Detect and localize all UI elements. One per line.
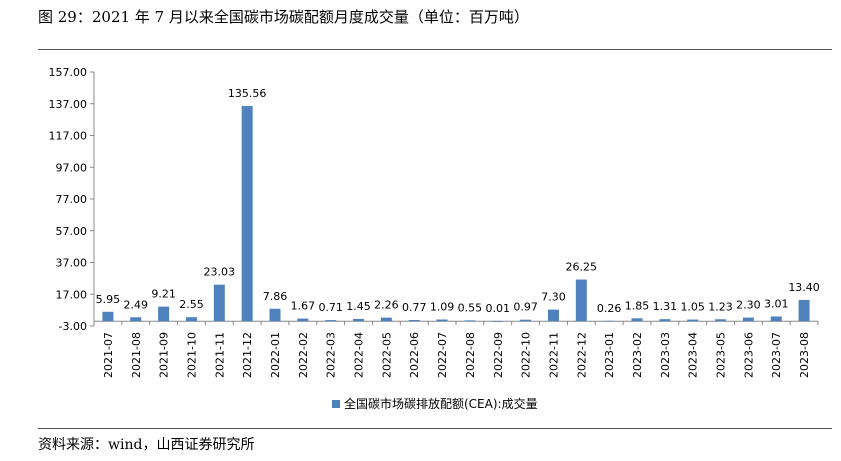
x-tick-label: 2021-09 [158,332,171,378]
bar [241,106,253,322]
legend-swatch [332,400,340,408]
bar [269,308,281,322]
data-label: 2.26 [374,299,399,312]
x-tick-label: 2022-03 [325,332,338,378]
bar [380,317,392,322]
y-tick-label: 97.00 [56,161,88,174]
legend-label: 全国碳市场碳排放配额(CEA):成交量 [344,396,538,411]
x-tick-label: 2022-04 [353,332,366,378]
x-tick-label: 2022-12 [575,332,588,378]
x-tick-label: 2023-06 [742,332,755,378]
x-tick-label: 2022-07 [436,332,449,378]
data-label: 1.31 [653,300,678,313]
bar [520,319,532,322]
x-tick-label: 2022-01 [269,332,282,378]
data-label: 1.05 [680,301,705,314]
bar [492,321,504,322]
x-tick-label: 2022-09 [492,332,505,378]
bar [130,317,142,322]
y-tick-label: 17.00 [56,288,88,301]
data-label: 2.55 [179,298,204,311]
bar [353,318,365,322]
data-label: 1.45 [346,300,371,313]
data-label: 1.23 [708,300,733,313]
source-note: 资料来源：wind，山西证券研究所 [38,437,255,453]
bar [158,306,170,322]
bar [464,320,476,322]
data-label: 0.77 [402,301,427,314]
data-label: 1.09 [430,301,455,314]
bottom-rule [38,428,832,429]
bar [436,319,448,322]
bar [575,279,587,322]
x-tick-label: 2023-03 [659,332,672,378]
y-tick-label: 117.00 [49,130,88,143]
bar [297,318,309,322]
data-label: 7.86 [263,290,288,303]
bar [213,284,225,322]
y-tick-label: 137.00 [49,98,88,111]
bar [185,317,197,322]
bar [742,317,754,322]
x-tick-label: 2021-12 [241,332,254,378]
x-tick-label: 2021-10 [185,332,198,378]
data-label: 1.67 [291,300,316,313]
data-label: 5.95 [96,293,121,306]
x-tick-label: 2022-11 [547,332,560,378]
bar [798,299,810,322]
x-tick-label: 2023-04 [687,332,700,378]
x-tick-label: 2022-05 [380,332,393,378]
bar [715,319,727,322]
x-tick-label: 2023-08 [798,332,811,378]
data-label: 0.26 [597,302,622,315]
x-tick-label: 2022-02 [297,332,310,378]
bar [408,320,420,322]
data-label: 23.03 [204,266,236,279]
x-tick-label: 2021-07 [102,332,115,378]
top-rule [38,49,832,50]
x-tick-label: 2022-10 [520,332,533,378]
y-tick-label: 57.00 [56,225,88,238]
bar [102,311,114,322]
bar [547,309,559,322]
x-tick-label: 2023-07 [770,332,783,378]
data-label: 0.71 [318,301,343,314]
data-label: 26.25 [566,261,598,274]
x-tick-label: 2022-08 [464,332,477,378]
y-tick-label: -3.00 [59,320,87,333]
data-label: 3.01 [764,297,789,310]
y-tick-label: 37.00 [56,257,88,270]
x-tick-label: 2022-06 [408,332,421,378]
data-label: 2.30 [736,299,761,312]
figure-title: 图 29：2021 年 7 月以来全国碳市场碳配额月度成交量（单位：百万吨） [38,8,529,26]
data-label: 0.97 [513,301,538,314]
x-tick-label: 2023-02 [631,332,644,378]
data-label: 0.01 [486,302,511,315]
data-label: 0.55 [458,301,483,314]
data-label: 1.85 [625,299,650,312]
data-label: 135.56 [228,87,267,100]
bar [770,316,782,322]
data-label: 7.30 [541,291,566,304]
x-tick-label: 2023-05 [715,332,728,378]
bar [325,320,337,322]
y-tick-label: 157.00 [49,66,88,79]
data-label: 9.21 [151,288,176,301]
x-tick-label: 2021-11 [213,332,226,378]
data-label: 2.49 [124,298,149,311]
y-tick-label: 77.00 [56,193,88,206]
bar-chart: 157.00 137.00 117.00 97.00 77.00 57.00 37.00 17… [49,66,820,411]
bar [603,320,615,322]
bar [631,318,643,322]
data-label: 13.40 [788,281,820,294]
bar [687,319,699,322]
x-tick-label: 2023-01 [603,332,616,378]
x-tick-label: 2021-08 [130,332,143,378]
bar [659,319,671,322]
